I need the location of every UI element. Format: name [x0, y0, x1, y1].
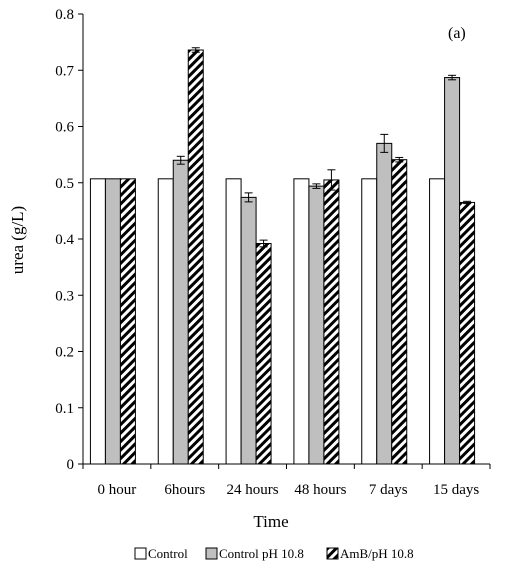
- y-tick-label: 0.1: [55, 401, 74, 417]
- y-tick-label: 0: [67, 457, 75, 473]
- bar: [293, 178, 310, 465]
- x-tick-label: 7 days: [369, 482, 408, 498]
- bar: [361, 178, 378, 465]
- x-tick-label: 15 days: [433, 482, 479, 498]
- x-tick-label: 6hours: [164, 482, 205, 498]
- legend: Control Control pH 10.8 AmB/pH 10.8: [134, 546, 414, 561]
- x-tick-label: 24 hours: [227, 482, 279, 498]
- bar: [308, 185, 325, 465]
- bar: [459, 201, 476, 465]
- y-tick-label: 0.3: [55, 288, 74, 304]
- legend-swatch: [205, 547, 218, 560]
- x-ticks: 0 hour 6hours 24 hours 48 hours 7 days 15 day…: [82, 464, 491, 498]
- bar: [89, 178, 106, 465]
- bar: [225, 178, 242, 465]
- y-tick-label: 0.5: [55, 176, 74, 192]
- legend-label: AmB/pH 10.8: [340, 546, 414, 561]
- y-tick-label: 0.8: [55, 7, 74, 23]
- y-ticks: 0 0.1 0.2 0.3 0.4 0.5 0.6 0.7 0.8: [55, 7, 83, 473]
- legend-label: Control pH 10.8: [219, 546, 304, 561]
- bars-layer: [89, 49, 476, 465]
- bar: [376, 142, 393, 465]
- y-tick-label: 0.2: [55, 345, 74, 361]
- x-axis-title: Time: [253, 512, 288, 531]
- bar: [157, 178, 174, 465]
- y-tick-label: 0.4: [55, 232, 74, 248]
- legend-swatch: [134, 547, 147, 560]
- bar: [104, 178, 121, 465]
- legend-label: Control: [148, 546, 188, 561]
- panel-label: (a): [448, 25, 466, 42]
- legend-swatch: [326, 547, 339, 560]
- bar: [323, 179, 340, 465]
- y-tick-label: 0.7: [55, 63, 74, 79]
- bar: [172, 159, 189, 465]
- bar: [255, 243, 272, 465]
- y-tick-label: 0.6: [55, 120, 74, 136]
- bar: [429, 178, 446, 465]
- y-axis-title: urea (g/L): [8, 206, 27, 274]
- bar: [444, 77, 461, 465]
- error-bars-layer: [176, 47, 472, 248]
- x-tick-label: 48 hours: [294, 482, 346, 498]
- x-tick-label: 0 hour: [98, 482, 137, 498]
- bar: [119, 178, 136, 465]
- bar: [391, 159, 408, 465]
- bar: [240, 196, 257, 465]
- bar: [187, 49, 204, 465]
